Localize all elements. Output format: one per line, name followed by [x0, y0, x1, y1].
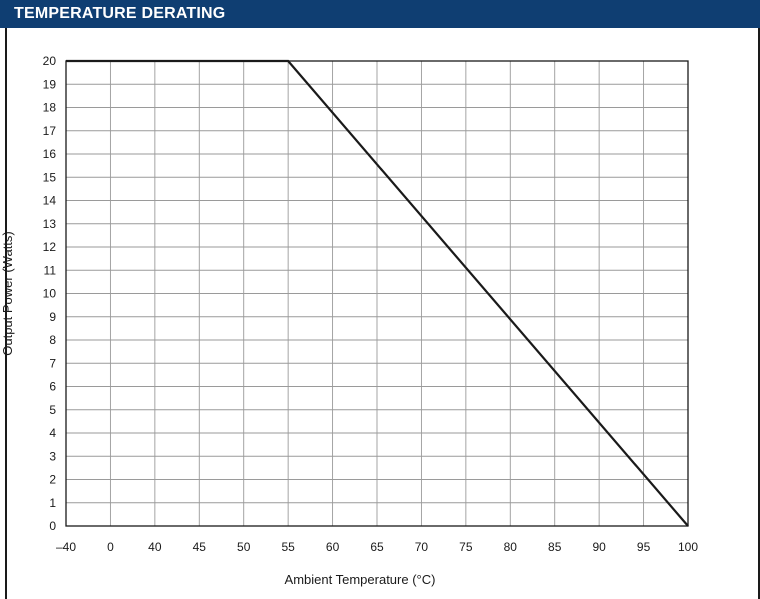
- y-tick-label: 0: [49, 519, 56, 533]
- x-tick-label: 80: [504, 540, 518, 554]
- series-group: [66, 59, 689, 527]
- x-tick-label: –40: [56, 540, 76, 554]
- y-tick-label: 11: [44, 263, 57, 277]
- x-tick-label: 90: [592, 540, 606, 554]
- y-tick-label: 6: [49, 380, 56, 394]
- x-tick-label: 70: [415, 540, 429, 554]
- y-tick-label: 8: [49, 333, 56, 347]
- x-tick-label: 75: [459, 540, 473, 554]
- y-tick-label: 18: [43, 101, 57, 115]
- x-tick-label: 0: [107, 540, 114, 554]
- x-tick-label: 55: [281, 540, 295, 554]
- y-tick-label: 2: [49, 473, 56, 487]
- chart-title: TEMPERATURE DERATING: [14, 5, 226, 22]
- x-tick-label: 95: [637, 540, 651, 554]
- y-tick-label: 1: [49, 496, 56, 510]
- x-tick-label: 100: [678, 540, 698, 554]
- y-axis-label: Output Power (Watts): [0, 231, 15, 356]
- y-tick-label: 10: [43, 287, 57, 301]
- y-tick-label: 19: [43, 77, 57, 91]
- y-tick-label: 14: [43, 194, 57, 208]
- x-tick-labels: –40 0 40 45 50 55 60 65 70 75 80 85 90 95 100: [56, 540, 698, 554]
- y-tick-label: 12: [43, 240, 57, 254]
- x-tick-label: 85: [548, 540, 562, 554]
- y-tick-label: 17: [43, 124, 57, 138]
- y-tick-label: 4: [49, 426, 56, 440]
- y-tick-label: 13: [43, 217, 57, 231]
- x-tick-label: 65: [370, 540, 384, 554]
- x-axis-label: Ambient Temperature (°C): [285, 572, 436, 587]
- x-tick-label: 45: [193, 540, 207, 554]
- frame-left-border: [5, 28, 7, 599]
- y-tick-label: 15: [43, 170, 57, 184]
- chart-header: TEMPERATURE DERATING: [0, 0, 760, 28]
- y-tick-label: 7: [49, 356, 56, 370]
- x-tick-label: 40: [148, 540, 162, 554]
- y-tick-label: 5: [49, 403, 56, 417]
- y-tick-label: 9: [49, 310, 56, 324]
- grid-lines: [66, 61, 688, 526]
- y-tick-label: 16: [43, 147, 57, 161]
- x-tick-label: 50: [237, 540, 251, 554]
- y-tick-label: 20: [43, 54, 57, 68]
- x-tick-label: 60: [326, 540, 340, 554]
- frame-right-border: [758, 28, 760, 599]
- plot-border: [65, 60, 689, 527]
- y-tick-label: 3: [49, 449, 56, 463]
- derating-line: [66, 59, 689, 527]
